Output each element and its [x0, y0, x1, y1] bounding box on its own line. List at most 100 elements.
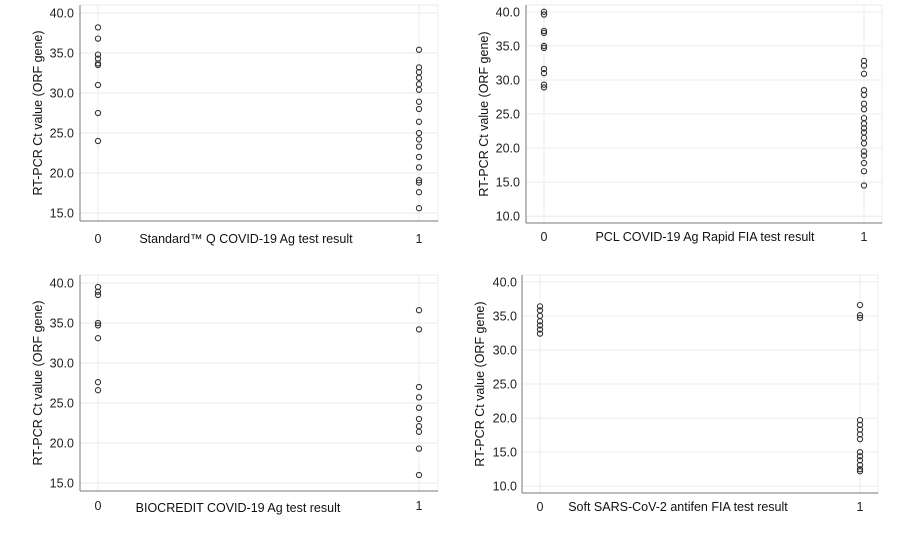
x-tick-label: 1 — [416, 232, 423, 246]
data-point — [856, 312, 864, 319]
data-point — [415, 179, 423, 186]
data-point — [860, 152, 868, 159]
data-point — [415, 445, 423, 452]
data-point — [536, 303, 544, 310]
data-point — [860, 182, 868, 189]
x-tick-label: 1 — [416, 499, 423, 513]
y-tick-label: 35.0 — [50, 47, 74, 61]
y-tick-label: 40.0 — [50, 277, 74, 291]
y-axis-title: RT-PCR Ct value (ORF gene) — [477, 31, 491, 196]
y-tick-label: 20.0 — [496, 142, 520, 156]
y-tick-label: 25.0 — [493, 378, 517, 392]
chart-panel-2: 40.0 35.0 30.0 25.0 20.0 15.0 10.0 0 1 PCL COVID-… — [477, 4, 883, 244]
data-point — [415, 428, 423, 435]
y-tick-label: 35.0 — [50, 317, 74, 331]
data-point — [94, 387, 102, 394]
data-point — [94, 81, 102, 89]
data-point — [860, 62, 868, 69]
data-point — [856, 448, 864, 456]
y-tick-label: 40.0 — [493, 275, 517, 289]
y-tick-label: 10.0 — [493, 480, 517, 494]
chart-panel-3: 40.0 35.0 30.0 25.0 20.0 15.0 0 1 BIOCREDIT COVI… — [31, 274, 439, 515]
y-axis-title: RT-PCR Ct value (ORF gene) — [31, 30, 45, 195]
data-point — [860, 70, 868, 77]
data-point — [540, 65, 548, 73]
data-point — [415, 105, 423, 113]
data-point — [540, 69, 548, 77]
data-point — [856, 468, 864, 475]
data-point — [856, 453, 864, 460]
data-point — [540, 27, 548, 35]
y-tick-label: 30.0 — [50, 357, 74, 371]
y-tick-label: 15.0 — [50, 207, 74, 221]
data-point — [94, 322, 102, 329]
data-point — [94, 51, 102, 58]
data-point — [415, 383, 423, 391]
data-point — [94, 335, 102, 342]
y-tick-label: 30.0 — [496, 73, 520, 87]
data-point — [94, 35, 102, 42]
data-point — [415, 471, 423, 479]
x-axis-title: PCL COVID-19 Ag Rapid FIA test result — [595, 230, 815, 244]
data-point — [540, 11, 548, 18]
data-point — [536, 330, 544, 337]
data-point — [415, 205, 423, 212]
y-tick-label: 35.0 — [493, 309, 517, 323]
x-tick-label: 0 — [95, 232, 102, 246]
data-point — [415, 404, 423, 411]
data-point — [856, 301, 864, 309]
data-point — [415, 164, 423, 171]
y-tick-label: 25.0 — [50, 127, 74, 141]
y-tick-label: 25.0 — [496, 108, 520, 122]
y-axis-title: RT-PCR Ct value (ORF gene) — [31, 300, 45, 465]
data-point — [94, 61, 102, 69]
data-point — [415, 415, 423, 423]
data-point — [860, 91, 868, 99]
data-point — [540, 42, 548, 50]
data-point — [94, 288, 102, 295]
data-point — [860, 168, 868, 175]
y-tick-label: 40.0 — [50, 7, 74, 21]
y-tick-label: 10.0 — [496, 210, 520, 224]
y-tick-label: 20.0 — [493, 412, 517, 426]
x-axis-title: Soft SARS-CoV-2 antifen FIA test result — [568, 500, 788, 514]
data-point — [856, 466, 864, 473]
x-tick-label: 0 — [537, 500, 544, 514]
data-point — [415, 136, 423, 143]
data-point — [536, 318, 544, 325]
data-point — [860, 148, 868, 155]
y-tick-label: 35.0 — [496, 39, 520, 53]
data-point — [856, 314, 864, 322]
x-tick-label: 1 — [861, 230, 868, 244]
y-tick-label: 15.0 — [496, 176, 520, 190]
data-point — [94, 24, 102, 31]
data-point — [540, 81, 548, 88]
data-point — [415, 74, 423, 81]
data-point — [856, 436, 864, 443]
data-point — [536, 326, 544, 333]
data-point — [540, 8, 548, 15]
data-point — [94, 379, 102, 386]
y-axis-title: RT-PCR Ct value (ORF gene) — [473, 301, 487, 466]
x-tick-label: 0 — [95, 499, 102, 513]
y-tick-label: 40.0 — [496, 5, 520, 19]
data-point — [415, 189, 423, 196]
data-point — [94, 291, 102, 299]
chart-panel-4: 40.0 35.0 30.0 25.0 20.0 15.0 10.0 0 1 Soft SARS-… — [473, 274, 879, 514]
data-point — [860, 159, 868, 167]
y-tick-label: 25.0 — [50, 397, 74, 411]
x-tick-label: 1 — [857, 500, 864, 514]
data-point — [415, 129, 423, 137]
data-point — [415, 307, 423, 314]
x-axis-title: BIOCREDIT COVID-19 Ag test result — [136, 501, 341, 515]
data-point — [415, 118, 423, 125]
data-point — [94, 137, 102, 145]
data-point — [540, 44, 548, 52]
x-axis-title: Standard™ Q COVID-19 Ag test result — [139, 232, 353, 246]
data-point — [415, 326, 423, 333]
data-point — [540, 84, 548, 91]
data-point — [536, 322, 544, 329]
data-point — [415, 86, 423, 93]
y-tick-label: 30.0 — [50, 87, 74, 101]
